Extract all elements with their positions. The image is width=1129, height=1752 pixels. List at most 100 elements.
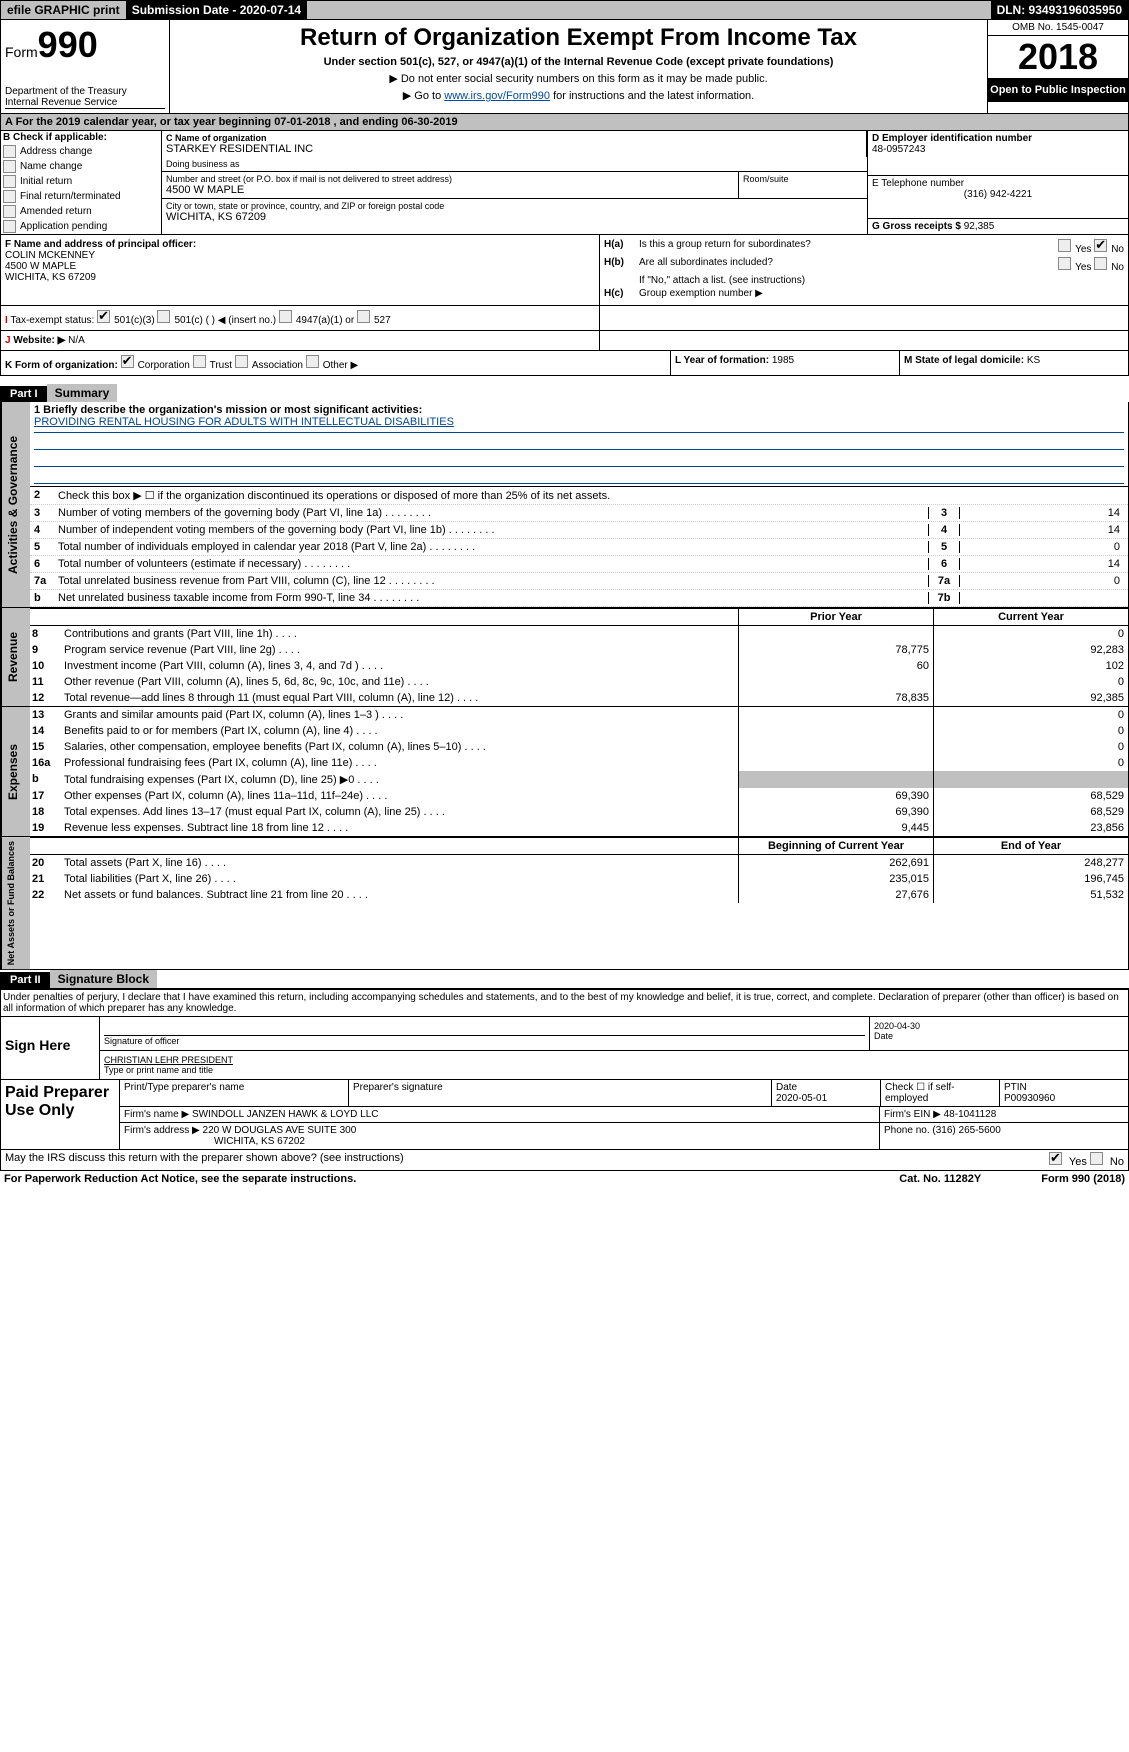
line-num: 19	[30, 820, 62, 836]
line-desc: Total expenses. Add lines 13–17 (must eq…	[62, 804, 738, 820]
checkbox-icon[interactable]	[193, 355, 206, 368]
line-desc: Professional fundraising fees (Part IX, …	[62, 755, 738, 771]
checkbox-icon[interactable]	[3, 175, 16, 188]
b-opt-pending[interactable]: Application pending	[1, 219, 161, 234]
prior-val	[738, 723, 933, 739]
top-bar: efile GRAPHIC print Submission Date - 20…	[0, 0, 1129, 20]
summary-line: 7a Total unrelated business revenue from…	[30, 573, 1128, 590]
note-ssn: ▶ Do not enter social security numbers o…	[174, 72, 983, 85]
b-opt-initial[interactable]: Initial return	[1, 174, 161, 189]
checkbox-icon[interactable]	[1094, 257, 1107, 270]
part1-balance: Net Assets or Fund Balances Beginning of…	[0, 837, 1129, 970]
data-line: 21 Total liabilities (Part X, line 26) .…	[30, 871, 1128, 887]
phone-value: (316) 942-4221	[872, 189, 1124, 200]
line-val: 14	[960, 524, 1124, 536]
b-opt-final[interactable]: Final return/terminated	[1, 189, 161, 204]
firm-name-label: Firm's name ▶	[124, 1109, 189, 1120]
mission-label: 1 Briefly describe the organization's mi…	[34, 404, 1124, 416]
checkbox-icon[interactable]	[235, 355, 248, 368]
j-label: Website: ▶	[13, 335, 65, 346]
line-num: 5	[34, 541, 58, 553]
irs-link[interactable]: www.irs.gov/Form990	[444, 90, 550, 102]
line-num: 20	[30, 855, 62, 871]
line-desc: Grants and similar amounts paid (Part IX…	[62, 707, 738, 723]
ha-text: Is this a group return for subordinates?	[639, 239, 1058, 255]
line-desc: Investment income (Part VIII, column (A)…	[62, 658, 738, 674]
checkbox-icon[interactable]	[1094, 239, 1107, 252]
current-year-header: Current Year	[933, 609, 1128, 625]
prior-val: 9,445	[738, 820, 933, 836]
line-num: 16a	[30, 755, 62, 771]
line-num: 2	[34, 489, 58, 502]
data-line: 20 Total assets (Part X, line 16) . . . …	[30, 855, 1128, 871]
line-val: 14	[960, 507, 1124, 519]
prior-val	[738, 626, 933, 642]
summary-line: 6 Total number of volunteers (estimate i…	[30, 556, 1128, 573]
i-label: Tax-exempt status:	[10, 315, 94, 326]
data-line: 22 Net assets or fund balances. Subtract…	[30, 887, 1128, 903]
checkbox-icon[interactable]	[3, 145, 16, 158]
b-opt-address[interactable]: Address change	[1, 144, 161, 159]
part1-badge: Part I	[0, 386, 48, 402]
officer-city: WICHITA, KS 67209	[5, 272, 595, 283]
line-num: 11	[30, 674, 62, 690]
k-other: Other ▶	[323, 360, 358, 371]
line-desc: Revenue less expenses. Subtract line 18 …	[62, 820, 738, 836]
note2-pre: ▶ Go to	[403, 90, 444, 102]
line-desc: Number of voting members of the governin…	[58, 507, 928, 519]
print-name-label: Type or print name and title	[104, 1065, 1124, 1075]
checkbox-icon[interactable]	[3, 205, 16, 218]
checkbox-icon[interactable]	[1058, 239, 1071, 252]
checkbox-icon[interactable]	[3, 160, 16, 173]
f-label: F Name and address of principal officer:	[5, 239, 595, 250]
col-d: D Employer identification number 48-0957…	[867, 131, 1128, 234]
irs-discuss-row: May the IRS discuss this return with the…	[0, 1150, 1129, 1171]
line-desc: Total number of volunteers (estimate if …	[58, 558, 928, 570]
firm-name: SWINDOLL JANZEN HAWK & LOYD LLC	[192, 1109, 379, 1120]
current-val	[933, 771, 1128, 788]
b-opt-name[interactable]: Name change	[1, 159, 161, 174]
b-opt-amended[interactable]: Amended return	[1, 204, 161, 219]
header-right: OMB No. 1545-0047 2018 Open to Public In…	[987, 20, 1128, 113]
checkbox-icon[interactable]	[3, 190, 16, 203]
checkbox-icon[interactable]	[306, 355, 319, 368]
data-line: 17 Other expenses (Part IX, column (A), …	[30, 788, 1128, 804]
checkbox-icon[interactable]	[121, 355, 134, 368]
checkbox-icon[interactable]	[279, 310, 292, 323]
line-num: 6	[34, 558, 58, 570]
form-prefix: Form	[5, 44, 38, 60]
dln: DLN: 93493196035950	[991, 1, 1128, 19]
checkbox-icon[interactable]	[97, 310, 110, 323]
line-val: 0	[960, 541, 1124, 553]
current-val: 68,529	[933, 804, 1128, 820]
checkbox-icon[interactable]	[357, 310, 370, 323]
irs-label: Internal Revenue Service	[5, 97, 165, 109]
revenue-header: Prior Year Current Year	[30, 608, 1128, 626]
opt-text: Amended return	[20, 206, 92, 217]
line-desc: Check this box ▶ ☐ if the organization d…	[58, 489, 1124, 502]
checkbox-icon[interactable]	[157, 310, 170, 323]
opt-501c3: 501(c)(3)	[114, 315, 155, 326]
prep-sig-header: Preparer's signature	[349, 1080, 772, 1106]
prep-phone: (316) 265-5600	[932, 1125, 1000, 1136]
checkbox-icon[interactable]	[3, 220, 16, 233]
section-j-row: J Website: ▶ N/A	[0, 331, 1129, 351]
checkbox-icon[interactable]	[1049, 1152, 1062, 1165]
opt-text: Address change	[20, 146, 92, 157]
line-num: 4	[34, 524, 58, 536]
efile-label[interactable]: efile GRAPHIC print	[1, 1, 126, 19]
opt-text: Initial return	[20, 176, 72, 187]
current-val: 0	[933, 755, 1128, 771]
section-i: I Tax-exempt status: 501(c)(3) 501(c) ( …	[1, 306, 600, 330]
opt-4947: 4947(a)(1) or	[296, 315, 354, 326]
line-desc: Net assets or fund balances. Subtract li…	[62, 887, 738, 903]
checkbox-icon[interactable]	[1090, 1152, 1103, 1165]
line-desc: Salaries, other compensation, employee b…	[62, 739, 738, 755]
blank-line	[34, 467, 1124, 484]
part1-governance: Activities & Governance 1 Briefly descri…	[0, 402, 1129, 608]
prior-val: 69,390	[738, 804, 933, 820]
signature-block: Sign Here Signature of officer 2020-04-3…	[0, 1017, 1129, 1150]
row-a: A For the 2019 calendar year, or tax yea…	[0, 113, 1129, 130]
line-desc: Contributions and grants (Part VIII, lin…	[62, 626, 738, 642]
checkbox-icon[interactable]	[1058, 257, 1071, 270]
